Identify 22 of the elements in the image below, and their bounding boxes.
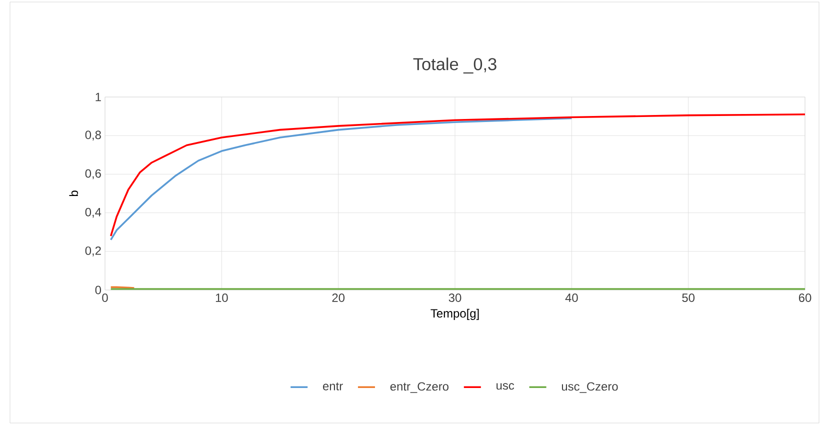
legend-label: usc <box>496 383 514 390</box>
x-tick-label: 20 <box>332 294 345 302</box>
y-tick-label: 0,6 <box>85 169 101 180</box>
line-series <box>110 117 573 241</box>
x-tick-label: 10 <box>216 294 228 302</box>
line-series <box>110 113 806 237</box>
y-tick-label: 0,8 <box>85 130 101 141</box>
x-axis-title: Tempo[g] <box>430 308 479 320</box>
x-tick-label: 50 <box>682 294 695 302</box>
y-tick-label: 0 <box>95 286 102 294</box>
y-tick-label: 0,4 <box>85 208 102 218</box>
legend-label: usc_Czero <box>562 382 618 393</box>
y-axis-title: b <box>69 190 78 196</box>
y-tick-label: 1 <box>96 92 101 102</box>
chart-title: Totale _0,3 <box>413 58 496 74</box>
legend-label: entr_Czero <box>390 382 448 393</box>
x-tick-label: 0 <box>102 294 108 302</box>
x-tick-label: 40 <box>565 294 578 302</box>
y-tick-label: 0,2 <box>85 246 101 256</box>
x-tick-label: 60 <box>798 294 812 302</box>
x-tick-label: 30 <box>448 294 462 302</box>
legend-label: entr <box>322 382 343 390</box>
